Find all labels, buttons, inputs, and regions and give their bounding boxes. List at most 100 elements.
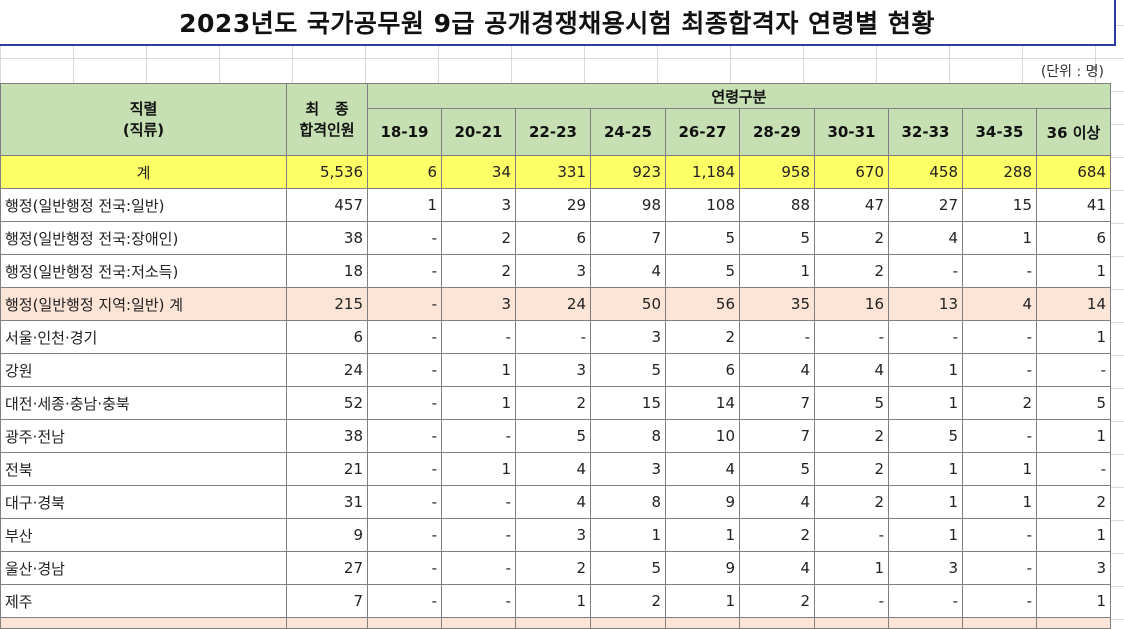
age-value-cell[interactable]: 1 (888, 518, 963, 552)
age-value-cell[interactable]: 1 (962, 485, 1037, 519)
age-value-cell[interactable]: 6 (515, 221, 591, 255)
age-value-cell[interactable]: 2 (441, 221, 516, 255)
age-value-cell[interactable]: 2 (515, 551, 591, 585)
row-name-cell[interactable]: 계 (0, 155, 287, 189)
partial-cell[interactable] (888, 617, 963, 629)
age-value-cell[interactable]: - (367, 419, 442, 453)
age-value-cell[interactable]: - (441, 518, 516, 552)
age-value-cell[interactable]: 2 (962, 386, 1037, 420)
age-value-cell[interactable]: 5 (814, 386, 889, 420)
row-final-total-cell[interactable]: 5,536 (286, 155, 368, 189)
age-value-cell[interactable]: - (962, 419, 1037, 453)
partial-cell[interactable] (814, 617, 889, 629)
age-value-cell[interactable]: 5 (665, 254, 740, 288)
age-value-cell[interactable]: 1 (367, 188, 442, 222)
age-value-cell[interactable]: 4 (739, 485, 815, 519)
partial-cell[interactable] (665, 617, 740, 629)
age-value-cell[interactable]: 4 (888, 221, 963, 255)
age-value-cell[interactable]: - (441, 551, 516, 585)
age-value-cell[interactable]: - (367, 386, 442, 420)
age-value-cell[interactable]: - (1036, 452, 1111, 486)
row-name-cell[interactable]: 대전·세종·충남·충북 (0, 386, 287, 420)
age-value-cell[interactable]: - (367, 584, 442, 618)
age-value-cell[interactable]: 9 (665, 551, 740, 585)
age-value-cell[interactable]: 27 (888, 188, 963, 222)
age-value-cell[interactable]: 2 (665, 320, 740, 354)
age-value-cell[interactable]: 4 (590, 254, 666, 288)
age-value-cell[interactable]: 1 (1036, 518, 1111, 552)
header-age-22-23[interactable]: 22-23 (515, 108, 591, 156)
age-value-cell[interactable]: - (814, 518, 889, 552)
age-value-cell[interactable]: 6 (665, 353, 740, 387)
age-value-cell[interactable]: 88 (739, 188, 815, 222)
row-final-total-cell[interactable]: 21 (286, 452, 368, 486)
age-value-cell[interactable]: 2 (814, 419, 889, 453)
age-value-cell[interactable]: 458 (888, 155, 963, 189)
age-value-cell[interactable]: - (888, 254, 963, 288)
age-value-cell[interactable]: 4 (739, 353, 815, 387)
age-value-cell[interactable]: 7 (739, 419, 815, 453)
age-value-cell[interactable]: 1 (739, 254, 815, 288)
age-value-cell[interactable]: 6 (367, 155, 442, 189)
age-value-cell[interactable]: 3 (590, 320, 666, 354)
age-value-cell[interactable]: 4 (814, 353, 889, 387)
age-value-cell[interactable]: 1 (962, 221, 1037, 255)
age-value-cell[interactable]: 4 (515, 485, 591, 519)
partial-cell[interactable] (515, 617, 591, 629)
age-value-cell[interactable]: 3 (441, 188, 516, 222)
age-value-cell[interactable]: - (888, 584, 963, 618)
age-value-cell[interactable]: 5 (1036, 386, 1111, 420)
age-value-cell[interactable]: 1 (888, 452, 963, 486)
age-value-cell[interactable]: 34 (441, 155, 516, 189)
age-value-cell[interactable]: - (441, 584, 516, 618)
age-value-cell[interactable]: 4 (515, 452, 591, 486)
age-value-cell[interactable]: - (1036, 353, 1111, 387)
row-final-total-cell[interactable]: 38 (286, 221, 368, 255)
row-name-cell[interactable]: 행정(일반행정 전국:장애인) (0, 221, 287, 255)
age-value-cell[interactable]: - (962, 320, 1037, 354)
partial-cell[interactable] (1036, 617, 1111, 629)
age-value-cell[interactable]: 47 (814, 188, 889, 222)
age-value-cell[interactable]: 15 (590, 386, 666, 420)
age-value-cell[interactable]: - (441, 320, 516, 354)
header-final-cell[interactable]: 최 종 합격인원 (286, 83, 368, 156)
age-value-cell[interactable]: 958 (739, 155, 815, 189)
row-final-total-cell[interactable]: 6 (286, 320, 368, 354)
age-value-cell[interactable]: 3 (515, 518, 591, 552)
age-value-cell[interactable]: 8 (590, 485, 666, 519)
age-value-cell[interactable]: - (888, 320, 963, 354)
age-value-cell[interactable]: 1 (441, 353, 516, 387)
age-value-cell[interactable]: 9 (665, 485, 740, 519)
row-name-cell[interactable]: 전북 (0, 452, 287, 486)
row-name-cell[interactable]: 제주 (0, 584, 287, 618)
age-value-cell[interactable]: 3 (590, 452, 666, 486)
row-name-cell[interactable]: 행정(일반행정 지역:일반) 계 (0, 287, 287, 321)
header-age-24-25[interactable]: 24-25 (590, 108, 666, 156)
header-age-32-33[interactable]: 32-33 (888, 108, 963, 156)
age-value-cell[interactable]: 3 (441, 287, 516, 321)
age-value-cell[interactable]: 5 (515, 419, 591, 453)
row-name-cell[interactable]: 행정(일반행정 전국:저소득) (0, 254, 287, 288)
header-age-group[interactable]: 연령구분 (367, 83, 1111, 109)
age-value-cell[interactable]: - (367, 452, 442, 486)
age-value-cell[interactable]: 4 (665, 452, 740, 486)
age-value-cell[interactable]: 98 (590, 188, 666, 222)
age-value-cell[interactable]: - (367, 221, 442, 255)
age-value-cell[interactable]: 1 (590, 518, 666, 552)
age-value-cell[interactable]: 6 (1036, 221, 1111, 255)
title-cell[interactable]: 2023년도 국가공무원 9급 공개경쟁채용시험 최종합격자 연령별 현황 (0, 0, 1116, 46)
age-value-cell[interactable]: - (962, 353, 1037, 387)
row-name-cell[interactable]: 광주·전남 (0, 419, 287, 453)
age-value-cell[interactable]: 2 (441, 254, 516, 288)
partial-cell[interactable] (367, 617, 442, 629)
age-value-cell[interactable]: - (962, 254, 1037, 288)
age-value-cell[interactable]: - (367, 518, 442, 552)
row-final-total-cell[interactable]: 18 (286, 254, 368, 288)
age-value-cell[interactable]: 13 (888, 287, 963, 321)
row-name-cell[interactable]: 부산 (0, 518, 287, 552)
age-value-cell[interactable]: - (814, 584, 889, 618)
age-value-cell[interactable]: 50 (590, 287, 666, 321)
age-value-cell[interactable]: 3 (515, 353, 591, 387)
row-final-total-cell[interactable]: 24 (286, 353, 368, 387)
age-value-cell[interactable]: 1 (665, 584, 740, 618)
